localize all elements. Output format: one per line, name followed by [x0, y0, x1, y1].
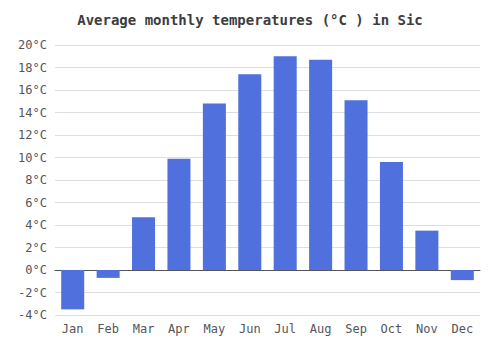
svg-text:4°C: 4°C [25, 218, 47, 232]
svg-text:-2°C: -2°C [18, 286, 47, 300]
svg-text:12°C: 12°C [18, 128, 47, 142]
svg-text:Average monthly temperatures (: Average monthly temperatures (°C ) in Si… [77, 12, 423, 28]
svg-text:Jul: Jul [274, 322, 296, 336]
svg-text:10°C: 10°C [18, 151, 47, 165]
svg-text:Mar: Mar [133, 322, 155, 336]
svg-text:Aug: Aug [310, 322, 332, 336]
svg-text:-4°C: -4°C [18, 308, 47, 322]
svg-text:18°C: 18°C [18, 61, 47, 75]
svg-text:Dec: Dec [451, 322, 473, 336]
svg-text:0°C: 0°C [25, 263, 47, 277]
svg-text:16°C: 16°C [18, 83, 47, 97]
svg-text:Jun: Jun [239, 322, 261, 336]
svg-text:Sep: Sep [345, 322, 367, 336]
svg-text:20°C: 20°C [18, 38, 47, 52]
svg-text:6°C: 6°C [25, 196, 47, 210]
svg-text:Jan: Jan [62, 322, 84, 336]
svg-text:May: May [204, 322, 226, 336]
svg-text:Apr: Apr [168, 322, 190, 336]
svg-text:Feb: Feb [97, 322, 119, 336]
svg-text:14°C: 14°C [18, 106, 47, 120]
svg-text:8°C: 8°C [25, 173, 47, 187]
svg-text:Nov: Nov [416, 322, 438, 336]
svg-text:Oct: Oct [381, 322, 403, 336]
svg-text:2°C: 2°C [25, 241, 47, 255]
